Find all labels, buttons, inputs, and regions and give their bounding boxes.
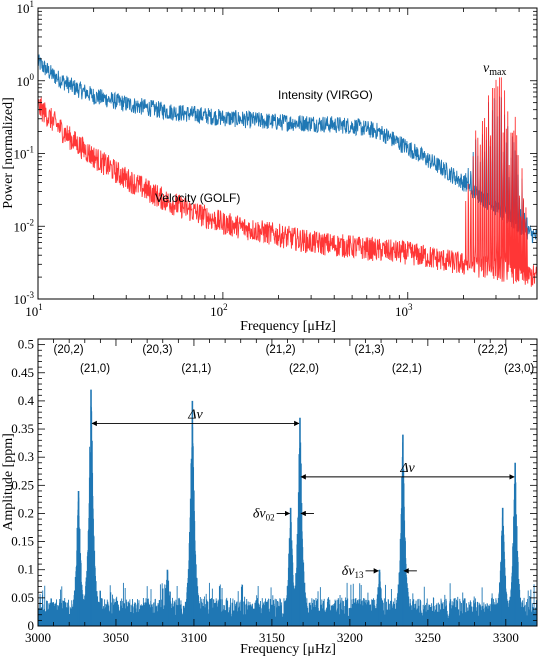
- top-y-tick-exp: 0: [30, 72, 35, 82]
- virgo-label: Intensity (VIRGO): [278, 88, 373, 102]
- small-spacing-symbol: δν: [342, 564, 356, 579]
- top-x-axis: 101 102 103: [25, 8, 538, 319]
- top-series-group: [38, 54, 537, 287]
- mode-labels: (20,2) (21,0) (20,3) (21,1) (21,2) (22,0) (21,…: [54, 344, 535, 375]
- bottom-y-tick-label: 0.2: [18, 505, 34, 520]
- top-y-tick-base: 10: [14, 219, 27, 234]
- top-y-tick-label: 10-1: [14, 145, 35, 162]
- bottom-x-tick-label: 3100: [181, 630, 207, 645]
- bottom-x-tick-label: 3200: [337, 630, 363, 645]
- mode-label: (21,3): [354, 344, 384, 356]
- top-y-tick-base: 10: [14, 147, 27, 162]
- top-y-tick-base: 10: [17, 74, 30, 89]
- top-y-tick-exp: -2: [27, 217, 35, 227]
- large-spacing-label: Δν: [187, 407, 203, 422]
- virgo-series-line: [38, 54, 537, 244]
- top-y-axis-label: Power [normalized]: [1, 97, 16, 209]
- top-x-tick-exp: 3: [408, 302, 413, 312]
- top-x-tick-label: 103: [395, 302, 413, 319]
- bottom-x-tick-label: 3050: [103, 630, 129, 645]
- large-spacing-label: Δν: [399, 461, 415, 476]
- top-y-tick-exp: -1: [27, 145, 35, 155]
- mode-label: (22,1): [392, 363, 422, 375]
- bottom-y-tick-label: 0.05: [11, 590, 34, 605]
- bottom-y-tick-label: 0.45: [11, 365, 34, 380]
- bottom-y-tick-label: 0.5: [18, 337, 34, 352]
- numax-subscript: max: [489, 67, 506, 78]
- top-x-tick-label: 102: [210, 302, 228, 319]
- mode-label: (21,1): [181, 363, 211, 375]
- top-y-tick-base: 10: [14, 292, 27, 307]
- small-spacing-symbol: δν: [253, 506, 267, 521]
- mode-label: (20,2): [54, 344, 84, 356]
- mode-label: (23,0): [504, 363, 534, 375]
- bottom-x-axis-label: Frequency [μHz]: [240, 642, 336, 657]
- mode-label: (20,3): [142, 344, 172, 356]
- small-spacing-label: δν13: [342, 564, 364, 580]
- small-spacing-subscript: 13: [355, 570, 365, 580]
- mode-label: (21,2): [266, 344, 296, 356]
- top-y-tick-label: 100: [17, 72, 35, 89]
- golf-label: Velocity (GOLF): [155, 191, 240, 205]
- top-x-axis-label: Frequency [μHz]: [240, 319, 336, 334]
- top-y-tick-label: 10-3: [14, 290, 35, 307]
- mode-label: (21,0): [80, 363, 110, 375]
- bottom-y-axis-label: Amplitude [ppm]: [1, 433, 16, 531]
- bottom-y-tick-label: 0: [28, 618, 35, 633]
- bottom-x-axis: 3000 3050 3100 3150 3200 3250 3300: [25, 339, 538, 645]
- bottom-y-tick-label: 0.15: [11, 534, 34, 549]
- top-x-tick-base: 10: [210, 304, 223, 319]
- top-y-tick-exp: 1: [30, 0, 35, 9]
- spectrum-series: [38, 405, 537, 626]
- small-spacing-label: δν02: [253, 506, 275, 522]
- bottom-series-group: [38, 389, 537, 626]
- mode-label: (22,2): [478, 344, 508, 356]
- top-y-tick-label: 101: [17, 0, 35, 16]
- mode-label: (22,0): [289, 363, 319, 375]
- top-y-tick-base: 10: [17, 1, 30, 16]
- bottom-x-tick-label: 3300: [493, 630, 519, 645]
- bottom-y-axis: 0 0.05 0.1 0.15 0.2 0.25 0.3 0.35 0.4 0.45 0.5: [11, 337, 537, 633]
- numax-label: νmax: [483, 61, 506, 78]
- top-y-tick-label: 10-2: [14, 217, 35, 234]
- top-x-tick-label: 101: [25, 302, 43, 319]
- bottom-y-tick-label: 0.25: [11, 477, 34, 492]
- top-x-tick-exp: 1: [38, 302, 43, 312]
- top-x-tick-base: 10: [25, 304, 38, 319]
- bottom-y-tick-label: 0.3: [18, 449, 34, 464]
- bottom-x-tick-label: 3000: [25, 630, 51, 645]
- bottom-y-tick-label: 0.35: [11, 421, 34, 436]
- top-x-tick-exp: 2: [223, 302, 228, 312]
- golf-series-line: [38, 77, 537, 287]
- numax-symbol: ν: [483, 61, 490, 76]
- bottom-plot-frame: [37, 338, 538, 627]
- top-y-tick-exp: -3: [27, 290, 35, 300]
- bottom-x-tick-label: 3250: [415, 630, 441, 645]
- bottom-y-tick-label: 0.1: [18, 562, 34, 577]
- bottom-y-tick-label: 0.4: [18, 393, 35, 408]
- bottom-x-tick-label: 3150: [259, 630, 285, 645]
- top-x-tick-base: 10: [395, 304, 408, 319]
- bottom-panel: 3000 3050 3100 3150 3200 3250 3300 0 0.05 0.1 0.1…: [1, 337, 538, 657]
- small-spacing-subscript: 02: [266, 512, 275, 522]
